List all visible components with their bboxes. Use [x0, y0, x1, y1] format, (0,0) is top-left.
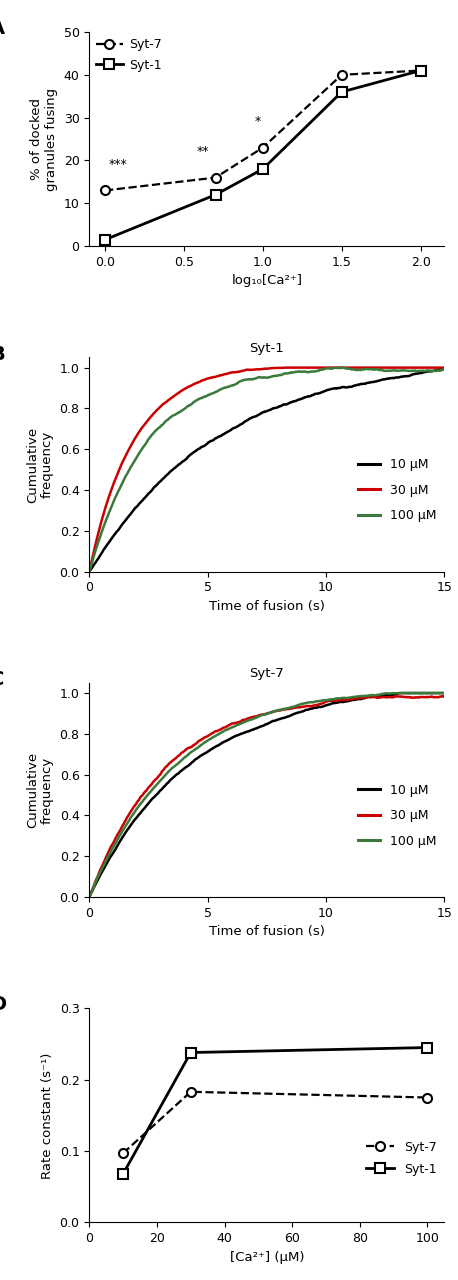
Legend: Syt-7, Syt-1: Syt-7, Syt-1 [361, 1135, 442, 1180]
Syt-7 [418, 63, 423, 78]
Syt-1 [418, 63, 423, 78]
Y-axis label: Cumulative
frequency: Cumulative frequency [26, 751, 54, 828]
Line: Syt-7: Syt-7 [119, 1087, 432, 1157]
Y-axis label: Rate constant (s⁻¹): Rate constant (s⁻¹) [41, 1052, 54, 1179]
Syt-1 [425, 1039, 430, 1055]
Syt-1 [188, 1044, 193, 1060]
X-axis label: Time of fusion (s): Time of fusion (s) [209, 600, 325, 613]
Text: D: D [0, 996, 6, 1015]
Syt-7 [120, 1146, 126, 1161]
Syt-1 [339, 84, 344, 100]
X-axis label: log₁₀[Ca²⁺]: log₁₀[Ca²⁺] [231, 274, 302, 288]
Text: B: B [0, 344, 5, 364]
Syt-1 [260, 161, 266, 177]
Title: Syt-1: Syt-1 [250, 342, 284, 355]
Line: Syt-1: Syt-1 [101, 67, 425, 244]
Syt-1 [213, 187, 218, 202]
Syt-7 [213, 170, 218, 186]
Syt-7 [102, 183, 108, 198]
Syt-7 [188, 1084, 193, 1100]
Legend: 10 μM, 30 μM, 100 μM: 10 μM, 30 μM, 100 μM [353, 778, 442, 852]
Text: *: * [255, 115, 261, 128]
Text: A: A [0, 19, 5, 38]
X-axis label: [Ca²⁺] (μM): [Ca²⁺] (μM) [229, 1251, 304, 1263]
Syt-7 [339, 67, 344, 82]
Line: Syt-7: Syt-7 [101, 67, 425, 195]
Legend: 10 μM, 30 μM, 100 μM: 10 μM, 30 μM, 100 μM [353, 453, 442, 527]
Y-axis label: Cumulative
frequency: Cumulative frequency [26, 426, 54, 503]
Text: ***: *** [109, 159, 127, 172]
X-axis label: Time of fusion (s): Time of fusion (s) [209, 925, 325, 938]
Text: C: C [0, 669, 4, 689]
Title: Syt-7: Syt-7 [250, 667, 284, 680]
Syt-7 [425, 1089, 430, 1105]
Legend: Syt-7, Syt-1: Syt-7, Syt-1 [96, 38, 162, 72]
Syt-1 [102, 232, 108, 247]
Line: Syt-1: Syt-1 [119, 1043, 432, 1179]
Y-axis label: % of docked
granules fusing: % of docked granules fusing [30, 87, 58, 191]
Text: **: ** [196, 146, 209, 159]
Syt-1 [120, 1166, 126, 1181]
Syt-7 [260, 140, 266, 155]
